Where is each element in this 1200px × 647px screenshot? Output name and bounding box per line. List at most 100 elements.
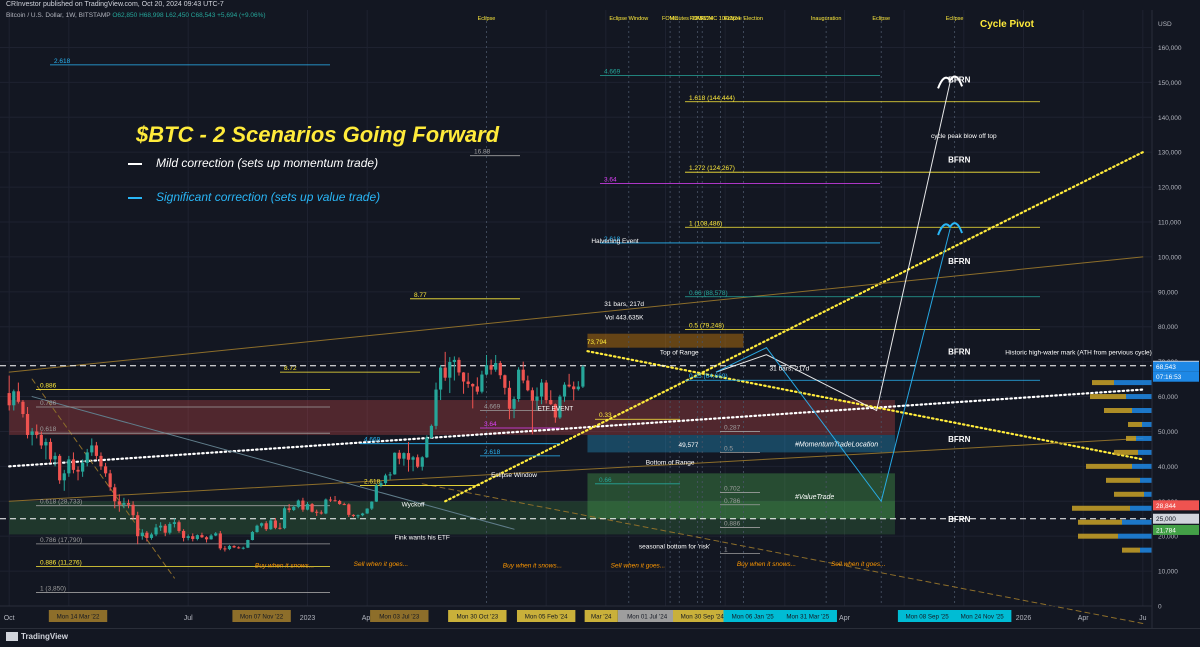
fib-label: 0.786 <box>40 400 57 407</box>
candle-body <box>168 523 172 533</box>
x-tick-label: Jul <box>184 615 193 622</box>
volume-profile-bar <box>1090 394 1126 400</box>
annotation: Sell when it goes... <box>354 561 409 568</box>
candle-body <box>420 457 424 467</box>
fib-label: 0.287 <box>724 424 741 431</box>
y-tick-label: 140,000 <box>1158 115 1182 122</box>
x-tick-label: 2023 <box>300 615 316 622</box>
candle-body <box>356 515 360 517</box>
tradingview-logo[interactable]: TradingView <box>6 632 68 642</box>
volume-profile-bar <box>1118 533 1152 539</box>
candle-body <box>406 453 411 460</box>
fib-label: 8.77 <box>414 292 427 299</box>
fib-label: 0.702 <box>724 486 741 493</box>
candle-body <box>30 431 34 435</box>
price-label-bg <box>1153 500 1199 511</box>
date-badge-label: Mon 03 Jul '23 <box>379 614 420 621</box>
volume-profile-bar <box>1092 380 1114 386</box>
annotation: BFRN <box>948 435 970 444</box>
fib-label: 2.618 <box>604 236 621 243</box>
candle-body <box>260 523 264 526</box>
candle-body <box>457 359 461 373</box>
y-tick-label: 150,000 <box>1158 80 1182 87</box>
date-badge-label: Mon 30 Sep '24 <box>681 614 725 621</box>
legend-significant-label: Significant correction (sets up value tr… <box>156 190 381 204</box>
legend-mild-label: Mild correction (sets up momentum trade) <box>156 156 379 170</box>
date-badge <box>370 610 429 622</box>
fib-label: 0.66 <box>599 477 612 484</box>
date-badge-label: Mon 08 Sep '25 <box>906 614 950 621</box>
candle-body <box>365 508 369 514</box>
volume-profile-bar <box>1104 408 1132 414</box>
fib-label: 0.786 <box>724 498 741 505</box>
candle-body <box>558 396 562 418</box>
legend-swatch-cyan <box>128 196 142 199</box>
annotation: 31 bars, 217d <box>604 301 644 308</box>
candle-body <box>269 520 273 530</box>
candle-body <box>443 367 447 378</box>
candle-body <box>58 455 62 481</box>
price-label: 68,543 <box>1156 364 1176 371</box>
candle-body <box>7 393 11 406</box>
footer-bar: TradingView <box>0 628 1200 647</box>
volume-profile-bar <box>1078 519 1122 525</box>
fib-label: 1.272 (124,267) <box>689 165 735 172</box>
candle-body <box>535 396 539 401</box>
candle-body <box>576 386 580 390</box>
fib-label: 0.5 <box>724 445 733 452</box>
date-badge-label: Mon 30 Oct '23 <box>456 614 498 621</box>
annotation: ETF EVENT <box>537 406 573 413</box>
candle-body <box>159 525 163 528</box>
zone-label: #ValueTrade <box>795 494 834 501</box>
annotation: seasonal bottom for 'risk' <box>639 543 710 550</box>
candle-body <box>549 400 553 405</box>
candle-body <box>181 530 186 538</box>
y-tick-label: 120,000 <box>1158 185 1182 192</box>
date-badge <box>723 610 782 622</box>
annotation: Fink wants his ETF <box>395 535 450 542</box>
candle-body <box>186 536 190 538</box>
fib-label: 0.5 (79,248) <box>689 322 724 329</box>
annotation: BFRN <box>948 515 970 524</box>
candle-body <box>416 457 420 467</box>
volume-profile-bar <box>1132 463 1152 469</box>
candle-body <box>103 466 108 474</box>
candle-body <box>204 537 209 540</box>
event-label: FOMC <box>690 16 706 22</box>
event-label: Eclipse Window <box>609 16 648 22</box>
x-tick-label: Apr <box>839 615 851 622</box>
date-badge <box>48 610 108 622</box>
candle-body <box>53 455 57 460</box>
candle-body <box>484 365 489 375</box>
candle-body <box>360 513 365 516</box>
trendline-4 <box>8 437 1144 502</box>
candle-body <box>227 545 232 550</box>
candle-body <box>25 414 30 435</box>
candle-body <box>480 374 484 392</box>
candle-body <box>108 473 112 488</box>
btc-weekly-chart[interactable]: #MomentumTradeLocation #ValueTrade Eclipse… <box>0 10 1200 628</box>
volume-profile-bar <box>1140 477 1152 483</box>
volume-profile-bar <box>1106 477 1140 483</box>
candle-body <box>526 380 530 391</box>
candle-body <box>292 506 296 510</box>
date-badge <box>232 610 291 622</box>
annotation: BFRN <box>948 348 970 357</box>
scenario-path-1 <box>715 228 951 503</box>
countdown-bg <box>1153 371 1199 382</box>
legend-swatch-white <box>128 162 142 165</box>
annotation: Top of Range <box>660 350 699 357</box>
candle-body <box>466 381 470 384</box>
price-label: 25,000 <box>1156 516 1176 523</box>
published-banner: CRInvestor published on TradingView.com,… <box>6 1 224 8</box>
event-label: 09/18/24 <box>692 16 713 22</box>
candle-body <box>172 522 177 524</box>
fib-label: 1.618 (144,444) <box>689 95 735 102</box>
trendline-3 <box>8 256 1144 373</box>
x-tick-label: Ju <box>1139 615 1147 622</box>
annotation: Buy when it snows... <box>737 561 796 568</box>
candle-body <box>177 522 181 531</box>
candle-body <box>517 369 521 399</box>
candle-body <box>471 383 475 387</box>
event-label: Minutes <box>670 16 690 22</box>
